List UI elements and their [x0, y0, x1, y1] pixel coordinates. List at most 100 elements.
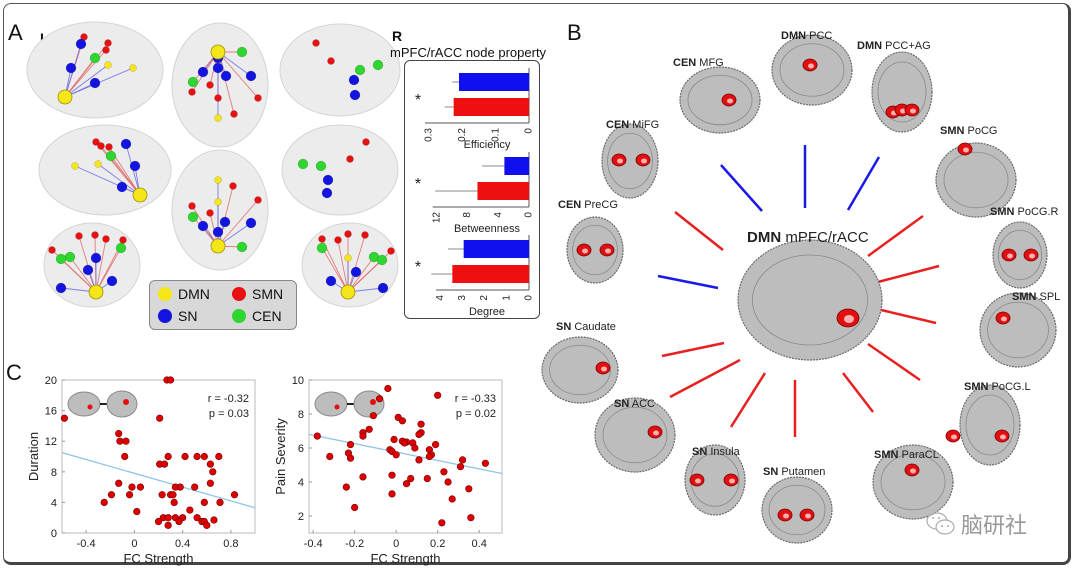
network-legend: DMN SMN SN CEN: [149, 280, 297, 330]
data-point: [193, 514, 201, 522]
activation-core: [1029, 253, 1035, 259]
data-point: [158, 491, 166, 499]
x-tick-label: -0.4: [304, 538, 323, 550]
inset-brain-image: [353, 390, 385, 418]
brain-slice-contour: [607, 132, 653, 190]
data-point: [216, 498, 224, 506]
connection-line-mifg: [674, 211, 724, 251]
data-point: [359, 432, 367, 440]
brain-network-views: [26, 21, 401, 308]
data-point: [100, 498, 108, 506]
activation-core: [1007, 253, 1013, 259]
watermark: 脑研社: [925, 508, 1027, 540]
inset-activation: [370, 399, 376, 405]
hub-node-dmn: [57, 89, 73, 105]
brain-node-cen: [297, 158, 309, 170]
left-medial-brain-view: [38, 124, 172, 216]
connection-line-spl: [876, 307, 937, 325]
front-coronal-brain-view: [43, 222, 141, 308]
activation-core: [963, 147, 969, 153]
hub-node-dmn: [340, 284, 356, 300]
brain-slice-contour: [779, 43, 845, 97]
wechat-icon: [926, 512, 955, 535]
brain-node-smn: [334, 236, 342, 244]
data-point: [193, 452, 201, 461]
network-name: CEN: [673, 57, 697, 69]
activation-core: [910, 468, 916, 474]
brain-node-cen: [187, 76, 199, 88]
network-name: DMN: [781, 30, 807, 42]
y-tick-label: 4: [298, 477, 304, 489]
legend-label: CEN: [252, 308, 282, 324]
panel-c-letter: C: [6, 360, 22, 385]
connection-edge: [60, 258, 97, 293]
brain-node-smn: [102, 235, 110, 243]
data-point: [186, 506, 194, 514]
region-name: Insula: [707, 446, 740, 458]
brain-node-smn: [254, 196, 262, 204]
data-point: [115, 479, 123, 487]
brain-slice-contour: [602, 406, 668, 464]
brain-node-cen: [354, 64, 366, 76]
brain-node-cen: [315, 160, 327, 172]
brain-node-sn: [55, 282, 67, 294]
brain-node-smn: [48, 246, 56, 254]
brain-node-cen: [64, 251, 76, 263]
y-axis-label: Pain Severity: [273, 418, 288, 495]
brain-node-smn: [75, 232, 83, 240]
network-name: DMN: [857, 40, 883, 52]
activation-core: [582, 248, 588, 254]
region-name: PCC+AG: [882, 40, 931, 52]
brain-slice-image: [979, 292, 1057, 368]
right-lateral-brain-view: [279, 23, 401, 117]
brain-node-smn: [105, 143, 113, 151]
data-point: [176, 483, 184, 491]
network-name: CEN: [606, 119, 630, 131]
panel-b-letter: B: [567, 20, 582, 45]
brain-node-smn: [312, 39, 320, 47]
inset-brain-image: [314, 391, 348, 417]
bar-tick-label: 12: [431, 212, 442, 224]
region-label-pocgr: SMN PoCG.R: [990, 206, 1058, 218]
bar-red: [453, 98, 529, 116]
data-point: [384, 384, 392, 393]
brain-node-dmn: [344, 254, 352, 262]
data-point: [206, 460, 214, 468]
brain-node-cen: [55, 253, 67, 265]
back-coronal-brain-view: [301, 222, 399, 308]
data-point: [425, 452, 433, 461]
brain-slice-contour: [751, 254, 868, 346]
data-point: [60, 414, 69, 422]
connection-edge: [217, 51, 235, 115]
bar-tick-label: 3: [457, 295, 468, 301]
brain-node-smn: [97, 142, 105, 150]
network-name: SMN: [940, 125, 965, 137]
x-tick-label: 0.2: [430, 538, 445, 550]
connection-line-pccag: [846, 156, 881, 211]
top-axial-brain-view: [171, 22, 269, 148]
data-point: [206, 479, 214, 487]
data-point: [164, 521, 172, 529]
legend-label: SMN: [252, 286, 284, 302]
region-name: ACC: [629, 398, 655, 410]
dmn-dot-icon: [158, 287, 172, 301]
data-point: [181, 452, 189, 461]
brain-node-sn: [245, 217, 257, 229]
brain-node-sn: [325, 275, 337, 287]
y-tick-label: 16: [45, 406, 57, 418]
brain-node-sn: [377, 282, 389, 294]
network-name: SMN: [964, 381, 989, 393]
connection-edge: [337, 239, 349, 293]
data-point: [116, 437, 124, 445]
data-point: [115, 429, 123, 438]
sn-dot-icon: [158, 309, 172, 323]
brain-node-smn: [102, 46, 110, 54]
watermark-text: 脑研社: [961, 513, 1028, 538]
network-name: SN: [763, 466, 779, 478]
x-tick-label: 0: [131, 538, 137, 550]
brain-node-dmn: [129, 64, 137, 72]
region-label-paracl: SMN ParaCL: [874, 449, 939, 461]
pain-severity-scatter-plot: -0.4 -0.2 0 0.2 0.4 2 4 6 8 10 FC Strength Pain Sev…: [273, 375, 503, 566]
brain-node-smn: [318, 235, 326, 243]
